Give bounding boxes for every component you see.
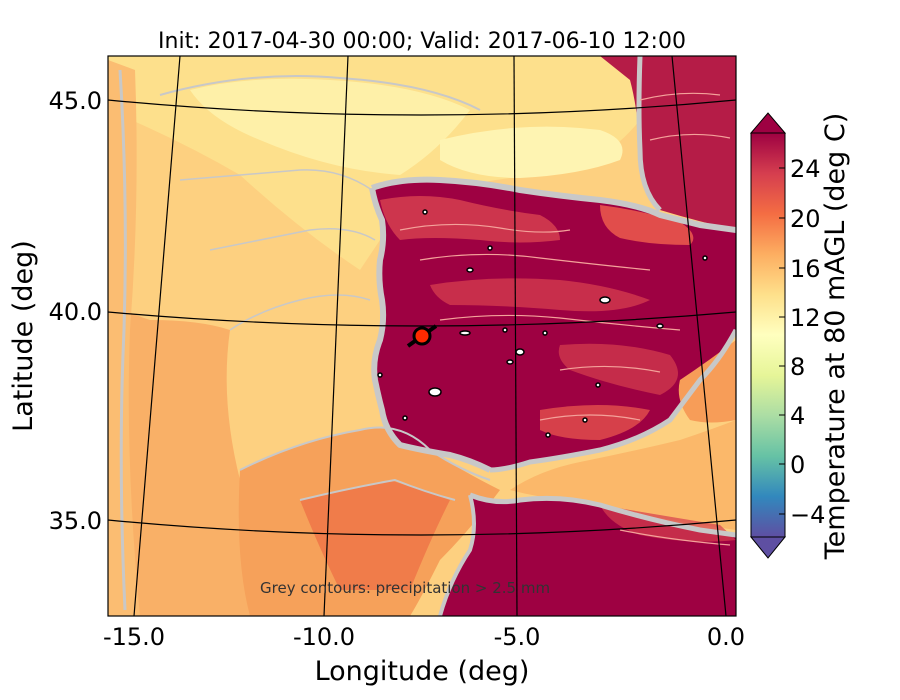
black-contour-spots: [377, 209, 708, 438]
precipitation-contours: [118, 56, 736, 616]
iberia-land: [372, 179, 736, 470]
parallel-35: [108, 519, 736, 536]
colorbar-tick-label: 16: [790, 255, 821, 283]
meridian-minus5: [513, 56, 518, 616]
colorbar-ticks: [779, 167, 785, 515]
map-frame: [107, 55, 737, 617]
colorbar-extend-max: [749, 112, 787, 134]
colorbar-extend-min: [749, 536, 787, 559]
x-tick-label: -15.0: [103, 623, 165, 651]
colorbar-tick-label: 0: [790, 451, 805, 479]
colorbar: 24 20 16 12 8 4 0 −4 Temperature at 80 m…: [749, 112, 851, 561]
colorbar-tick-label: 4: [790, 402, 805, 430]
x-tick-label: 0.0: [707, 623, 745, 651]
east-range: [558, 343, 678, 395]
pyrenees: [600, 205, 694, 245]
balearic-sea-warm: [678, 340, 736, 423]
ocean-north-coolest: [190, 78, 470, 175]
parallel-45: [108, 99, 736, 116]
map-area: Grey contours: precipitation > 2.5 mm: [108, 56, 736, 616]
bay-of-biscay-cool: [440, 126, 623, 178]
parallel-40: [108, 311, 736, 327]
colorbar-tick-label: 12: [790, 304, 821, 332]
x-axis-title: Longitude (deg): [315, 656, 530, 687]
colorbar-label: Temperature at 80 mAGL (deg C): [820, 113, 851, 561]
x-tick-labels: -15.0 -10.0 -5.0 0.0: [103, 623, 745, 651]
colorbar-tick-label: 24: [790, 155, 821, 183]
y-tick-label: 45.0: [49, 87, 102, 115]
x-tick-label: -10.0: [293, 623, 355, 651]
x-tick-label: -5.0: [494, 623, 541, 651]
central-range: [430, 278, 650, 312]
colorbar-tick-label: 8: [790, 353, 805, 381]
france-land: [600, 56, 736, 230]
y-tick-label: 40.0: [49, 298, 102, 326]
y-axis-title: Latitude (deg): [8, 240, 39, 432]
plot-title: Init: 2017-04-30 00:00; Valid: 2017-06-1…: [158, 29, 686, 54]
graticule: [108, 56, 736, 616]
colorbar-scale: [750, 132, 786, 538]
colorbar-tick-label: 20: [790, 205, 821, 233]
colorbar-tick-label: −4: [790, 501, 825, 529]
y-tick-labels: 45.0 40.0 35.0: [49, 87, 102, 535]
mediterranean-sea: [510, 420, 736, 530]
location-marker: [406, 324, 438, 348]
meridian-0: [671, 56, 727, 616]
southern-range: [540, 405, 650, 440]
meridian-minus10: [323, 56, 349, 616]
y-tick-label: 35.0: [49, 507, 102, 535]
precipitation-annotation: Grey contours: precipitation > 2.5 mm: [260, 579, 550, 597]
